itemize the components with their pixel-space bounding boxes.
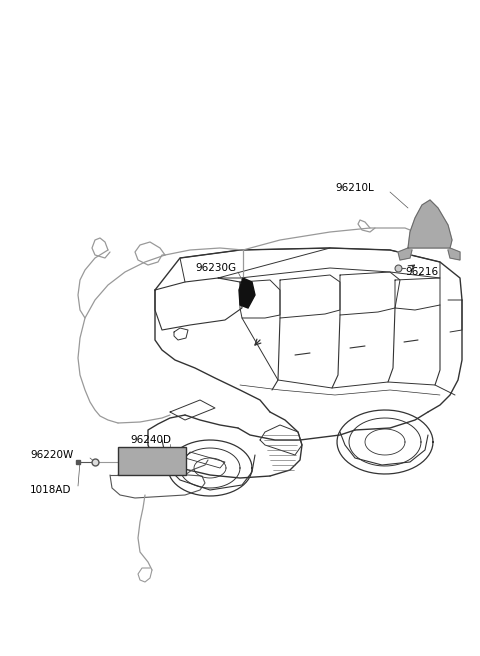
Polygon shape [239,278,255,308]
Text: 96240D: 96240D [130,435,171,445]
Polygon shape [448,248,460,260]
Bar [118,447,186,475]
Text: 96210L: 96210L [335,183,374,193]
Text: 96230G: 96230G [195,263,236,273]
Text: 1018AD: 1018AD [30,485,72,495]
Text: 96220W: 96220W [30,450,73,460]
Polygon shape [408,200,452,248]
Text: 96216: 96216 [405,267,438,277]
Polygon shape [398,248,412,260]
